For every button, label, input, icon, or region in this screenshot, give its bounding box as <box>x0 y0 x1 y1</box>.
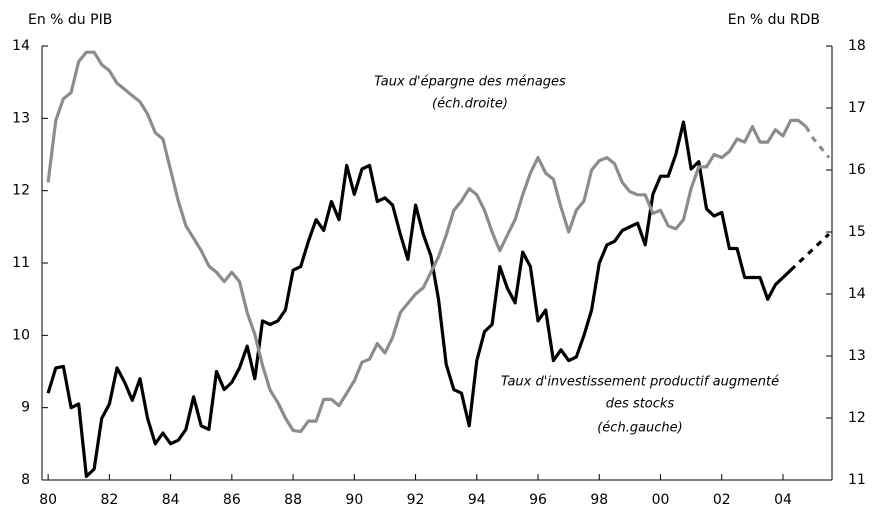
x-tick-label: 88 <box>284 492 302 508</box>
x-tick-label: 98 <box>590 492 608 508</box>
x-tick-label: 90 <box>345 492 363 508</box>
x-tick-label: 80 <box>39 492 57 508</box>
x-tick-label: 04 <box>774 492 792 508</box>
y2-tick-label: 18 <box>848 38 866 54</box>
y-tick-label: 8 <box>21 472 30 488</box>
y-axis-label: En % du PIB <box>28 12 112 28</box>
y-tick-label: 13 <box>12 110 30 126</box>
annotation: (éch.gauche) <box>597 421 683 436</box>
y2-tick-label: 14 <box>848 286 866 302</box>
series-line <box>46 50 808 434</box>
x-tick-label: 92 <box>407 492 425 508</box>
series-line <box>46 120 792 478</box>
y-tick-label: 14 <box>12 38 30 54</box>
x-tick-label: 86 <box>223 492 241 508</box>
y2-tick-label: 17 <box>848 100 866 116</box>
x-tick-label: 02 <box>713 492 731 508</box>
y2-tick-label: 12 <box>848 410 866 426</box>
y2-tick-label: 13 <box>848 348 866 364</box>
annotation: Taux d'épargne des ménages <box>374 75 566 90</box>
y2-tick-label: 15 <box>848 224 866 240</box>
y-tick-label: 12 <box>12 183 30 199</box>
y2-tick-label: 16 <box>848 162 866 178</box>
x-tick-label: 00 <box>652 492 670 508</box>
series-line <box>804 125 831 159</box>
y-tick-label: 10 <box>12 327 30 343</box>
annotation: Taux d'investissement productif augmenté <box>501 375 779 390</box>
y-tick-label: 11 <box>12 255 30 271</box>
annotation: des stocks <box>606 397 675 412</box>
y2-tick-label: 11 <box>848 472 866 488</box>
y2-axis-label: En % du RDB <box>728 12 820 28</box>
annotation: (éch.droite) <box>432 97 508 112</box>
x-tick-label: 96 <box>529 492 547 508</box>
y-tick-label: 9 <box>21 400 30 416</box>
series-line <box>789 232 831 272</box>
x-tick-label: 94 <box>468 492 486 508</box>
x-tick-label: 84 <box>162 492 180 508</box>
x-tick-label: 82 <box>100 492 118 508</box>
